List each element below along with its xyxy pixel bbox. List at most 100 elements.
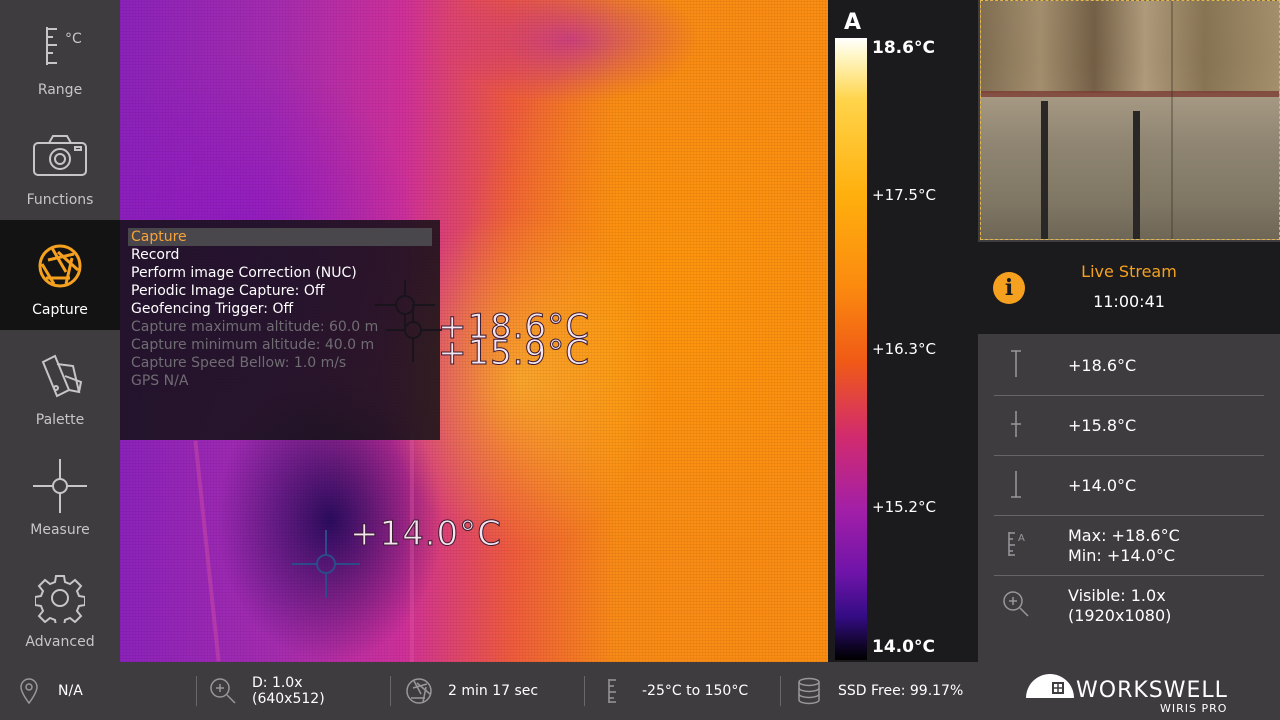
stat-row-min: +14.0°C: [994, 456, 1264, 516]
stat-row-center: +15.8°C: [994, 396, 1264, 456]
color-scale-panel: A 18.6°C +17.5°C +16.3°C +15.2°C 14.0°C: [828, 0, 978, 662]
stat-max-temp: +18.6°C: [1068, 356, 1137, 375]
visual-camera-preview[interactable]: [980, 0, 1280, 240]
shutter-aperture-icon: [28, 236, 92, 296]
gear-icon: [28, 568, 92, 628]
brand-name: WORKSWELL: [1076, 678, 1228, 703]
sidebar-item-capture[interactable]: Capture: [0, 220, 120, 330]
menu-item-gps: GPS N/A: [131, 373, 189, 389]
spot-label-min: +14.0°C: [350, 514, 502, 554]
sidebar-item-functions[interactable]: Functions: [0, 110, 120, 220]
sidebar-label-palette: Palette: [35, 412, 85, 428]
spot-label-max: +18.6°C: [438, 307, 590, 347]
status-storage-value: SSD Free: 99.17%: [838, 683, 964, 699]
database-icon: [794, 676, 824, 706]
live-stream-title: Live Stream: [1081, 262, 1177, 281]
status-gps: N/A: [14, 662, 83, 720]
status-divider: [196, 676, 197, 706]
brand-logo: WORKSWELL WIRIS PRO: [1024, 668, 1244, 716]
info-icon[interactable]: i: [993, 272, 1025, 304]
sidebar-label-range: Range: [37, 82, 83, 98]
thermal-image-view[interactable]: +18.6°C +15.9°C +14.0°C: [120, 0, 828, 662]
menu-item-nuc[interactable]: Perform image Correction (NUC): [131, 265, 357, 281]
camera-icon: [28, 126, 92, 186]
sidebar-label-measure: Measure: [30, 522, 90, 538]
sidebar-label-advanced: Advanced: [25, 634, 95, 650]
menu-item-geofencing[interactable]: Geofencing Trigger: Off: [131, 301, 294, 317]
right-panel: i Live Stream 11:00:41 +18.6°C +15.8°C +…: [978, 0, 1280, 720]
status-resolution-value: (640x512): [252, 691, 325, 707]
menu-item-max-altitude: Capture maximum altitude: 60.0 m: [131, 319, 379, 335]
workswell-logo-icon: [1026, 674, 1074, 698]
status-recording-time: 2 min 17 sec: [404, 662, 538, 720]
status-storage: SSD Free: 99.17%: [794, 662, 963, 720]
range-scale-icon: °C: [28, 16, 92, 76]
scale-tick-label: +17.5°C: [872, 186, 936, 204]
scale-mode-letter[interactable]: A: [844, 10, 862, 35]
live-stream-info: i Live Stream 11:00:41: [978, 242, 1280, 334]
menu-item-capture[interactable]: Capture: [128, 228, 432, 246]
sidebar-label-functions: Functions: [26, 192, 94, 208]
zoom-in-icon: [208, 676, 238, 706]
status-divider: [780, 676, 781, 706]
sidebar-item-palette[interactable]: Palette: [0, 330, 120, 440]
thermal-pole-right: [410, 430, 414, 662]
spot-label-center: +15.9°C: [438, 333, 590, 373]
stat-row-visible: Visible: 1.0x (1920x1080): [994, 576, 1264, 636]
stat-visible-zoom: Visible: 1.0x: [1068, 586, 1166, 605]
stat-visible-res: (1920x1080): [1068, 606, 1172, 625]
range-unit: °C: [65, 31, 82, 47]
preview-pole-left: [1041, 101, 1048, 239]
scale-tick-label: +15.2°C: [872, 498, 936, 516]
status-temp-range: -25°C to 150°C: [598, 662, 748, 720]
stat-row-range: A Max: +18.6°C Min: +14.0°C: [994, 516, 1264, 576]
capture-menu: Capture Record Perform image Correction …: [120, 220, 440, 440]
range-mode-letter: A: [1018, 533, 1025, 544]
menu-item-min-altitude: Capture minimum altitude: 40.0 m: [131, 337, 375, 353]
scale-tick-label: +16.3°C: [872, 340, 936, 358]
zoom-in-icon: [998, 586, 1034, 622]
stat-range: Max: +18.6°C Min: +14.0°C: [1068, 526, 1180, 566]
status-digital-zoom-text: D: 1.0x (640x512): [252, 675, 325, 707]
range-auto-icon: A: [998, 526, 1034, 562]
max-marker-icon: [998, 346, 1034, 382]
scale-min-label: 14.0°C: [872, 637, 935, 657]
brand-sub: WIRIS PRO: [1160, 702, 1228, 715]
menu-item-record[interactable]: Record: [131, 247, 180, 263]
status-temp-range-value: -25°C to 150°C: [642, 683, 749, 699]
sidebar: °C Range Functions: [0, 0, 120, 662]
sidebar-item-advanced[interactable]: Advanced: [0, 552, 120, 662]
palette-swatch-icon: [28, 346, 92, 406]
sidebar-item-range[interactable]: °C Range: [0, 0, 120, 110]
live-stream-time: 11:00:41: [1093, 292, 1165, 311]
bottom-status-bar: N/A D: 1.0x (640x512) 2 min 17 sec -25°C…: [0, 662, 978, 720]
min-marker-icon: [998, 466, 1034, 502]
crosshair-icon: [28, 456, 92, 516]
preview-band: [981, 91, 1279, 97]
sidebar-item-measure[interactable]: Measure: [0, 440, 120, 550]
stat-range-min: Min: +14.0°C: [1068, 546, 1176, 565]
status-zoom-value: D: 1.0x: [252, 675, 303, 691]
location-pin-icon: [14, 676, 44, 706]
menu-item-capture-speed: Capture Speed Bellow: 1.0 m/s: [131, 355, 347, 371]
stat-min-temp: +14.0°C: [1068, 476, 1137, 495]
status-recording-time-value: 2 min 17 sec: [448, 683, 539, 699]
status-divider: [390, 676, 391, 706]
sidebar-label-capture: Capture: [32, 302, 88, 318]
scale-max-label: 18.6°C: [872, 38, 935, 58]
status-gps-value: N/A: [58, 683, 83, 699]
preview-pole-right: [1133, 111, 1140, 239]
color-scale-bar: [835, 38, 867, 660]
menu-item-periodic-capture[interactable]: Periodic Image Capture: Off: [131, 283, 325, 299]
preview-corner: [1171, 1, 1173, 239]
status-digital-zoom: D: 1.0x (640x512): [208, 662, 325, 720]
stat-visible: Visible: 1.0x (1920x1080): [1068, 586, 1171, 626]
center-marker-icon: [998, 406, 1034, 442]
stat-range-max: Max: +18.6°C: [1068, 526, 1180, 545]
stat-center-temp: +15.8°C: [1068, 416, 1137, 435]
range-scale-icon: [598, 676, 628, 706]
shutter-aperture-icon: [404, 676, 434, 706]
stat-row-max: +18.6°C: [994, 336, 1264, 396]
preview-fresco: [981, 1, 1279, 93]
min-spot-reticle: [292, 530, 360, 598]
